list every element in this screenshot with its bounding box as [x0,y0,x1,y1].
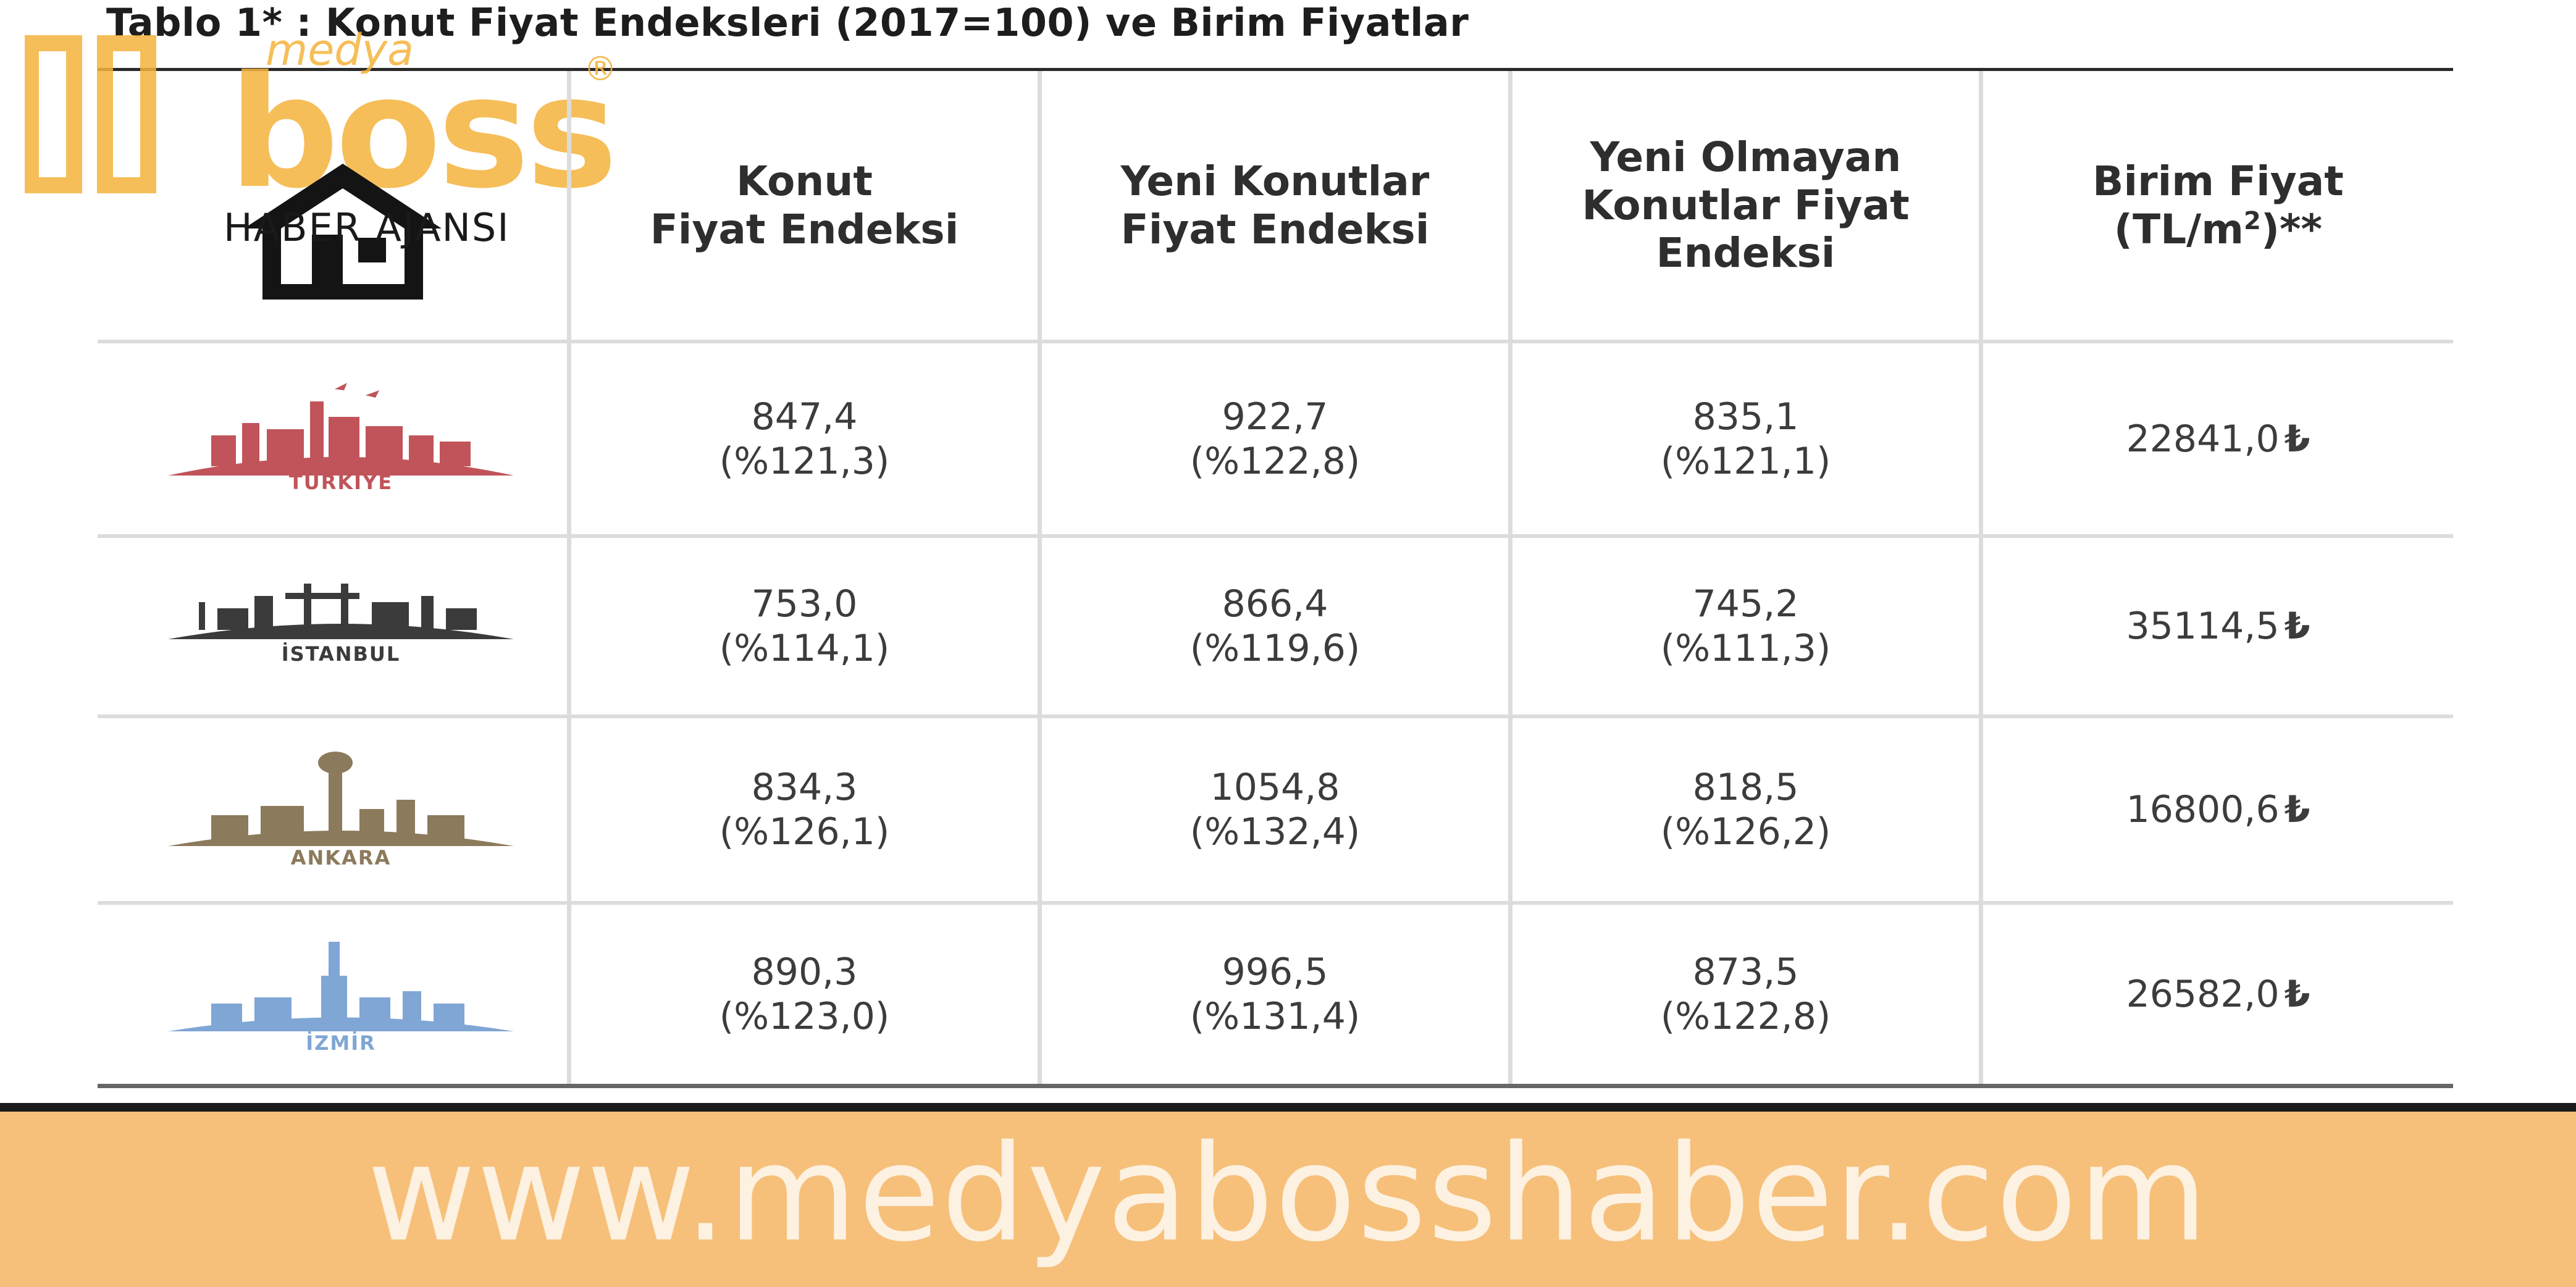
row-divider [98,534,2453,538]
price-cell: 35114,5 ₺ [2126,605,2310,648]
skyline-turkiye-icon [168,383,514,476]
header-line: Yeni Olmayan [1590,133,1902,181]
table-cell: 1054,8 (%132,4) [1189,766,1361,853]
lira-icon: ₺ [2284,788,2310,831]
table-cell: 922,7 (%122,8) [1189,395,1361,483]
city-name: TÜRKİYE [288,471,393,494]
header-line: Fiyat Endeksi [650,205,959,253]
brand-subtitle: HABER AJANSI [224,205,510,250]
price-cell: 16800,6 ₺ [2126,788,2310,831]
city-logo-ankara: ANKARA [162,747,520,889]
column-divider [1038,71,1042,1084]
city-logo-izmir: İZMİR [162,933,520,1075]
header-birim-fiyat: Birim Fiyat (TL/m2)** [1983,71,2453,340]
row-divider [98,340,2453,343]
column-divider [567,71,571,1084]
header-line: Konut [736,157,873,205]
brand-logo: medya boss ® HABER AJANSI [25,19,618,300]
table-title: Tablo 1* : Konut Fiyat Endeksleri (2017=… [106,0,1469,45]
row-divider [98,715,2453,718]
lira-icon: ₺ [2284,417,2310,461]
header-yeni-konutlar: Yeni Konutlar Fiyat Endeksi [1042,71,1508,340]
table-cell: 834,3 (%126,1) [719,766,890,853]
header-konut-fiyat-endeksi: Konut Fiyat Endeksi [571,71,1038,340]
column-divider [1508,71,1512,1084]
footer-divider [0,1103,2576,1112]
header-line: Birim Fiyat [2092,157,2344,205]
brand-medya-text: medya [266,25,414,75]
skyline-istanbul-icon [168,584,514,639]
table-cell: 866,4 (%119,6) [1189,582,1361,670]
house-icon [244,164,442,300]
table-cell: 873,5 (%122,8) [1660,950,1831,1038]
top-rule [98,68,2453,71]
header-line: Fiyat Endeksi [1120,205,1430,253]
footer-banner: www.medyabosshaber.com [0,1112,2576,1287]
footer-url[interactable]: www.medyabosshaber.com [367,1115,2209,1271]
lira-icon: ₺ [2284,605,2310,648]
skyline-izmir-icon [168,942,514,1031]
header-line: Konutlar Fiyat [1582,181,1910,229]
brand-bars-icon [25,35,156,193]
header-line: Yeni Konutlar [1120,157,1430,205]
price-cell: 26582,0 ₺ [2126,973,2310,1016]
city-logo-turkiye: TÜRKİYE [162,364,520,506]
table-cell: 835,1 (%121,1) [1660,395,1831,483]
city-name: ANKARA [290,846,392,870]
lira-icon: ₺ [2284,973,2310,1016]
table-cell: 753,0 (%114,1) [719,582,890,670]
city-name: İSTANBUL [281,642,401,666]
city-logo-istanbul: İSTANBUL [162,559,520,701]
column-divider [1979,71,1983,1084]
header-yeni-olmayan: Yeni Olmayan Konutlar Fiyat Endeksi [1512,71,1979,340]
table-cell: 847,4 (%121,3) [719,395,890,483]
skyline-ankara-icon [168,752,514,846]
row-divider [98,901,2453,905]
price-cell: 22841,0 ₺ [2126,417,2310,461]
city-name: İZMİR [306,1031,376,1055]
table-cell: 996,5 (%131,4) [1189,950,1361,1038]
brand-boss-text: boss [229,43,618,222]
registered-mark: ® [584,49,617,88]
table-cell: 890,3 (%123,0) [719,950,890,1038]
header-line: (TL/m2)** [2113,205,2323,253]
table-cell: 818,5 (%126,2) [1660,766,1831,853]
bottom-rule [98,1084,2453,1088]
table-cell: 745,2 (%111,3) [1660,582,1831,670]
header-line: Endeksi [1656,229,1836,277]
